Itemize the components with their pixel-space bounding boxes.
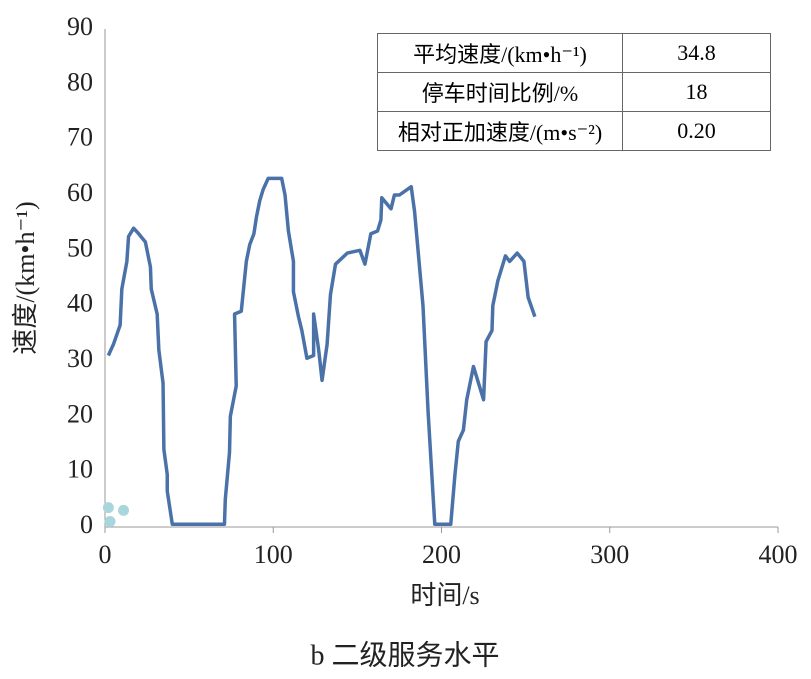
table-value: 18 — [622, 72, 771, 112]
x-axis-label: 时间/s — [410, 581, 479, 610]
y-tick-label: 40 — [67, 289, 93, 318]
y-tick-label: 0 — [80, 510, 93, 539]
y-tick-label: 90 — [67, 12, 93, 41]
y-tick-label: 30 — [67, 344, 93, 373]
table-key: 相对正加速度/(m•s⁻²) — [377, 111, 623, 151]
x-tick-label: 400 — [759, 540, 798, 569]
chart-title: b 二级服务水平 — [310, 639, 499, 671]
y-tick-label: 70 — [67, 123, 93, 152]
y-tick-label: 20 — [67, 399, 93, 428]
point — [118, 504, 130, 516]
y-tick-label: 60 — [67, 178, 93, 207]
point — [102, 502, 114, 514]
speed-line — [106, 176, 537, 526]
table-key: 平均速度/(km•h⁻¹) — [377, 33, 623, 73]
y-tick-label: 50 — [67, 233, 93, 262]
table-value: 0.20 — [622, 111, 771, 151]
table-row: 停车时间比例/% 18 — [377, 72, 771, 112]
y-tick-label: 80 — [67, 67, 93, 96]
table-row: 平均速度/(km•h⁻¹) 34.8 — [377, 33, 771, 73]
x-tick-label: 200 — [422, 540, 461, 569]
point — [104, 515, 116, 527]
x-tick-label: 100 — [254, 540, 293, 569]
y-tick-label: 10 — [67, 455, 93, 484]
stats-table: 平均速度/(km•h⁻¹) 34.8 停车时间比例/% 18 相对正加速度/(m•s⁻²… — [377, 33, 771, 151]
table-row: 相对正加速度/(m•s⁻²) 0.20 — [377, 111, 771, 151]
table-value: 34.8 — [622, 33, 771, 73]
table-key: 停车时间比例/% — [377, 72, 623, 112]
x-tick-label: 300 — [590, 540, 629, 569]
y-axis-label: 速度/(km•h⁻¹) — [11, 201, 40, 354]
x-tick-label: 0 — [99, 540, 112, 569]
